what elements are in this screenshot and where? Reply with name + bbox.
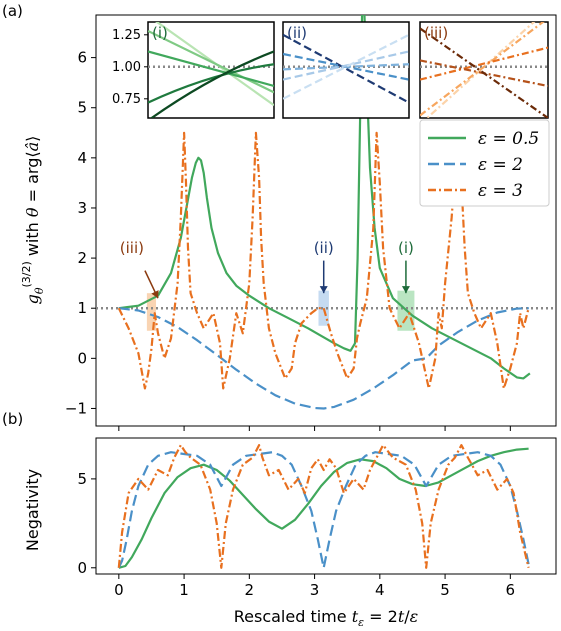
annotation-label-2: (i) [398, 239, 414, 257]
inset-label: (iii) [424, 24, 448, 42]
highlight-0 [146, 293, 157, 331]
annotation-arrowhead-2 [401, 286, 410, 294]
inset-line [148, 29, 274, 94]
legend-label-0: ε = 0.5 [478, 129, 539, 149]
inset-line [420, 27, 548, 118]
x-tick-label: 1 [179, 581, 189, 599]
inset-frame [282, 21, 410, 119]
y-tick-label: 1 [77, 299, 87, 317]
y-tick-label: 0 [77, 559, 87, 577]
series-group-b [117, 444, 530, 569]
insets: (i) 1.25 1.00 0.75 (ii) (iii) [112, 21, 549, 119]
inset-line [283, 50, 409, 81]
x-tick-label: 3 [310, 581, 320, 599]
panel-b-frame [95, 437, 557, 575]
x-tick-label: 6 [506, 581, 516, 599]
inset-y-tick-label: 1.00 [112, 60, 141, 75]
panel-a-frame [95, 14, 557, 427]
y-axis-label-a: gθ(3/2) with θ = arg⟨â⟩ [20, 136, 46, 305]
series-line-1 [117, 451, 530, 569]
inset-label: (i) [152, 24, 168, 42]
y-tick-label: 4 [77, 149, 87, 167]
inset-line [155, 22, 274, 107]
y-tick-label: 5 [77, 470, 87, 488]
panel-label-a: (a) [2, 2, 23, 20]
y-tick-label: 6 [77, 49, 87, 67]
inset-line [148, 50, 274, 88]
y-tick-label: 5 [77, 99, 87, 117]
inset-1: (ii) [282, 21, 410, 119]
inset-y-tick-label: 0.75 [112, 92, 141, 107]
legend-box [419, 119, 550, 207]
x-axis-label: Rescaled time tε = 2t/ε [234, 607, 418, 629]
y-axis-label-b: Negativity [23, 469, 42, 551]
series-line-1 [118, 307, 529, 410]
y-ticks-a: −1 0 1 2 3 4 5 6 [65, 49, 96, 417]
inset-line [149, 50, 274, 118]
y-tick-label: 2 [77, 249, 87, 267]
legend: ε = 0.5 ε = 2 ε = 3 [419, 119, 550, 207]
annotation-arrowhead-0 [151, 290, 159, 299]
y-tick-label: −1 [65, 399, 87, 417]
annotation-arrowhead-1 [319, 286, 328, 294]
x-tick-label: 2 [245, 581, 255, 599]
panel-label-b: (b) [2, 410, 23, 428]
legend-label-1: ε = 2 [478, 155, 523, 175]
inset-line [283, 63, 409, 71]
annotations-a: (iii) (ii) (i) [120, 239, 414, 299]
inset-frame [147, 21, 275, 119]
legend-label-2: ε = 3 [478, 181, 523, 201]
y-tick-label: 3 [77, 199, 87, 217]
inset-2: (iii) [419, 21, 549, 119]
x-tick-label: 4 [375, 581, 385, 599]
series-line-0 [118, 447, 529, 569]
annotation-label-0: (iii) [120, 239, 144, 257]
annotation-label-1: (ii) [314, 239, 334, 257]
x-tick-label: 5 [440, 581, 450, 599]
inset-line [420, 46, 548, 81]
inset-line [148, 63, 274, 104]
inset-frame [419, 21, 549, 119]
inset-0: (i) 1.25 1.00 0.75 [112, 21, 275, 119]
inset-line [420, 22, 545, 117]
y-tick-label: 0 [77, 349, 87, 367]
y-ticks-b: 05 [77, 470, 96, 577]
inset-y-tick-label: 1.25 [112, 28, 141, 43]
x-ticks-a [118, 426, 511, 431]
annotation-highlights [146, 290, 415, 331]
series-line-2 [117, 444, 530, 569]
inset-label: (ii) [287, 24, 307, 42]
highlight-1 [318, 290, 329, 326]
x-ticks-b: 0 1 2 3 4 5 6 [114, 574, 515, 599]
x-tick-label: 0 [114, 581, 124, 599]
